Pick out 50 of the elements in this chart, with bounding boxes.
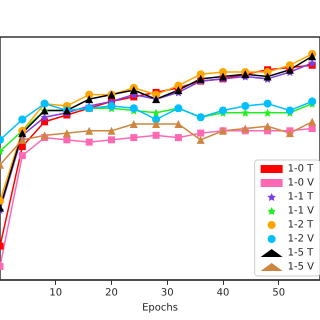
point	[174, 134, 182, 142]
point	[108, 102, 116, 110]
point	[63, 136, 70, 144]
point	[130, 120, 138, 128]
legend-label: 1-5 T	[288, 248, 314, 258]
point	[108, 126, 116, 135]
point	[264, 100, 272, 108]
legend-label: 1-1 V	[288, 206, 314, 216]
point	[308, 118, 316, 126]
point	[152, 132, 160, 139]
x-tick-label: 20	[105, 288, 118, 298]
legend-label: 1-2 V	[288, 234, 314, 244]
point	[286, 129, 294, 138]
point	[196, 136, 205, 144]
point	[264, 122, 272, 130]
point	[241, 108, 250, 117]
point	[152, 108, 160, 117]
point	[286, 66, 294, 74]
point	[308, 52, 316, 60]
point	[62, 129, 71, 138]
legend-label: 1-2 T	[288, 220, 314, 230]
x-tick-label: 40	[216, 288, 230, 298]
x-tick-label: 30	[160, 288, 174, 298]
point	[18, 116, 26, 124]
point	[308, 97, 316, 106]
legend-label: 1-5 V	[288, 262, 314, 272]
x-tick-label: 10	[49, 288, 62, 298]
point	[130, 134, 138, 142]
point	[85, 126, 94, 135]
point	[219, 106, 227, 114]
x-axis-title: Epochs	[142, 302, 178, 314]
point	[264, 108, 272, 117]
point	[130, 86, 138, 94]
point	[197, 130, 204, 137]
point	[18, 152, 26, 160]
point	[108, 136, 115, 144]
point	[86, 138, 93, 146]
legend-label: 1-1 T	[288, 192, 314, 202]
legend-label: 1-0 T	[288, 164, 314, 174]
point	[196, 74, 205, 83]
x-tick-label: 50	[272, 288, 286, 298]
legend-label: 1-0 V	[288, 178, 314, 188]
point	[18, 136, 26, 144]
point	[286, 106, 294, 114]
point	[85, 95, 94, 104]
point	[241, 102, 250, 110]
point	[241, 124, 250, 133]
point	[152, 120, 160, 128]
point	[40, 131, 49, 140]
point	[174, 120, 182, 128]
